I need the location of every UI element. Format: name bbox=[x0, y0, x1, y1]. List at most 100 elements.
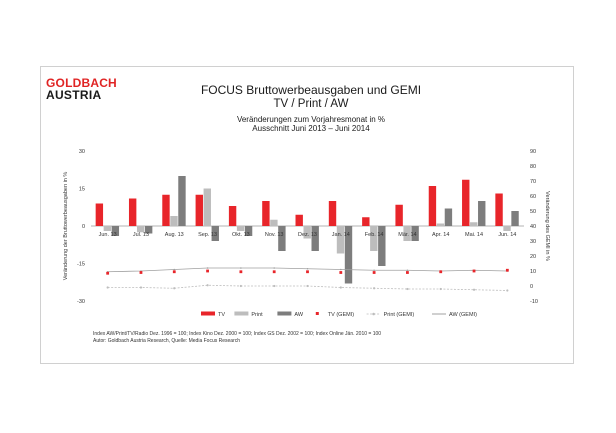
bar-aw-3 bbox=[211, 226, 219, 241]
bar-print-8 bbox=[370, 226, 378, 251]
chart-subtitle: TV / Print / AW bbox=[273, 98, 349, 110]
y2-tick-label: 10 bbox=[530, 269, 536, 275]
bar-tv-6 bbox=[295, 214, 303, 226]
chart-title: FOCUS Bruttowerbeausgaben und GEMI bbox=[200, 83, 422, 97]
x-tick-label: Jul. 13 bbox=[133, 232, 149, 238]
bar-print-6 bbox=[303, 226, 311, 239]
point-print-gemi-3 bbox=[206, 284, 209, 287]
bar-tv-7 bbox=[328, 201, 337, 226]
bar-aw-8 bbox=[378, 226, 386, 266]
point-print-gemi-5 bbox=[273, 284, 276, 288]
chart-slide: GOLDBACH AUSTRIA FOCUS Bruttowerbeausgab… bbox=[40, 66, 574, 364]
bar-aw-9 bbox=[411, 226, 419, 241]
y-tick-label: 15 bbox=[79, 187, 85, 193]
point-print-gemi-7 bbox=[339, 286, 342, 289]
bar-aw-11 bbox=[478, 201, 486, 226]
bar-print-7 bbox=[336, 226, 345, 254]
bar-tv-9 bbox=[395, 204, 403, 226]
legend-swatch bbox=[372, 312, 375, 316]
point-tv-gemi-5 bbox=[272, 270, 276, 274]
y2-tick-label: 20 bbox=[530, 254, 536, 260]
goldbach-austria-logo: GOLDBACH AUSTRIA bbox=[46, 77, 117, 101]
x-tick-label: Aug. 13 bbox=[165, 232, 184, 238]
point-print-gemi-9 bbox=[406, 287, 409, 291]
bar-aw-12 bbox=[511, 211, 519, 226]
bar-print-0 bbox=[103, 226, 112, 231]
point-tv-gemi-4 bbox=[239, 270, 243, 274]
bar-tv-8 bbox=[362, 217, 370, 226]
footnote-source: Autor: Goldbach Austria Research, Quelle… bbox=[93, 338, 241, 344]
bar-print-1 bbox=[136, 226, 145, 233]
point-tv-gemi-10 bbox=[439, 270, 443, 274]
x-tick-label: Nov. 13 bbox=[265, 232, 284, 238]
point-print-gemi-0 bbox=[106, 286, 109, 289]
point-aw-gemi-8 bbox=[373, 269, 375, 272]
y-axis-title: Veränderung der Bruttowerbeausgaben in % bbox=[63, 172, 69, 281]
x-tick-label: Jan. 14 bbox=[332, 232, 350, 238]
point-print-gemi-2 bbox=[173, 287, 176, 290]
bar-tv-4 bbox=[228, 206, 237, 226]
point-tv-gemi-9 bbox=[406, 271, 409, 274]
footnote-index: Index AW/Print/TV/Radio Dez. 1996 = 100;… bbox=[93, 331, 382, 337]
bar-print-2 bbox=[170, 216, 178, 226]
legend-label: TV (GEMI) bbox=[328, 312, 354, 318]
legend-label: TV bbox=[218, 312, 225, 318]
chart-description: Veränderungen zum Vorjahresmonat in % bbox=[236, 115, 386, 124]
point-tv-gemi-0 bbox=[106, 271, 110, 275]
point-print-gemi-4 bbox=[239, 284, 242, 288]
point-aw-gemi-3 bbox=[206, 267, 209, 269]
point-aw-gemi-2 bbox=[173, 268, 176, 271]
y-tick-label: -15 bbox=[77, 262, 85, 268]
bar-aw-10 bbox=[444, 208, 453, 226]
point-print-gemi-6 bbox=[306, 284, 309, 288]
logo-line2: AUSTRIA bbox=[46, 88, 102, 102]
point-print-gemi-8 bbox=[373, 287, 376, 290]
y2-axis-title: Veränderung des GEMI in % bbox=[544, 191, 550, 261]
bar-tv-3 bbox=[195, 194, 203, 226]
point-aw-gemi-6 bbox=[306, 267, 309, 270]
bar-tv-2 bbox=[162, 194, 170, 226]
bar-tv-10 bbox=[428, 186, 437, 226]
point-tv-gemi-8 bbox=[372, 271, 376, 274]
point-tv-gemi-1 bbox=[139, 271, 143, 274]
y2-tick-label: 40 bbox=[530, 224, 536, 230]
x-tick-label: Apr. 14 bbox=[432, 232, 449, 238]
bar-print-3 bbox=[203, 188, 211, 226]
legend-label: Print (GEMI) bbox=[384, 312, 415, 318]
bar-aw-0 bbox=[111, 226, 120, 236]
legend-label: AW bbox=[294, 312, 303, 318]
y-tick-label: 30 bbox=[79, 149, 85, 155]
bar-print-9 bbox=[403, 226, 411, 241]
point-print-gemi-10 bbox=[439, 287, 442, 291]
point-tv-gemi-12 bbox=[505, 268, 509, 272]
y2-tick-label: 60 bbox=[530, 194, 536, 200]
x-tick-label: Jun. 14 bbox=[498, 232, 516, 238]
bar-aw-4 bbox=[244, 226, 253, 236]
bar-print-5 bbox=[270, 219, 278, 226]
point-tv-gemi-11 bbox=[472, 269, 476, 273]
y2-tick-label: 50 bbox=[530, 209, 536, 215]
y-tick-label: 0 bbox=[82, 224, 85, 230]
point-print-gemi-12 bbox=[506, 289, 509, 292]
legend-swatch bbox=[315, 312, 319, 315]
point-tv-gemi-2 bbox=[172, 270, 176, 274]
bar-tv-11 bbox=[462, 179, 470, 226]
combo-chart: -30 -15 0 15 30 -10 0 10 20 30 40 50 60 70 80 90 Verände… bbox=[63, 149, 550, 318]
legend-label: AW (GEMI) bbox=[449, 312, 477, 318]
legend-swatch bbox=[234, 311, 249, 316]
bar-print-4 bbox=[236, 226, 245, 231]
bar-print-11 bbox=[470, 222, 478, 226]
point-aw-gemi-7 bbox=[340, 268, 342, 271]
legend-label: Print bbox=[251, 312, 263, 318]
bar-aw-2 bbox=[178, 176, 186, 226]
bar-aw-5 bbox=[278, 226, 286, 251]
x-tick-label: Feb. 14 bbox=[365, 232, 384, 238]
y2-tick-label: 80 bbox=[530, 164, 536, 170]
x-tick-label: Sep. 13 bbox=[198, 232, 217, 238]
x-tick-label: Okt. 13 bbox=[232, 232, 250, 238]
point-tv-gemi-6 bbox=[306, 270, 309, 274]
point-aw-gemi-4 bbox=[240, 267, 242, 269]
point-aw-gemi-5 bbox=[273, 267, 275, 269]
y2-tick-label: 30 bbox=[530, 239, 536, 245]
bar-print-12 bbox=[503, 226, 511, 231]
